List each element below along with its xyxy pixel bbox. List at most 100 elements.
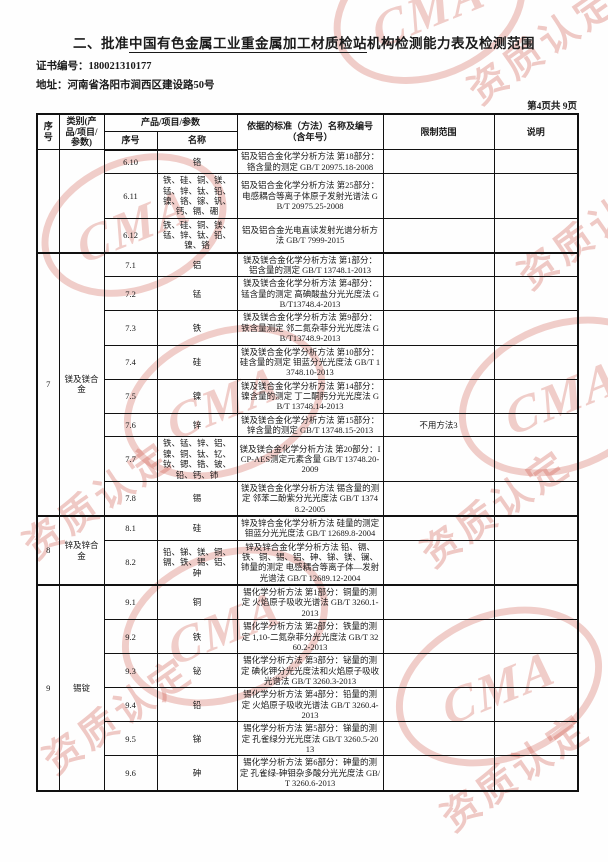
certificate-number-label: 证书编号： <box>36 61 89 72</box>
cell-item-no: 6.10 <box>103 149 158 175</box>
cell-limit-range <box>382 653 495 689</box>
table-row: 9.3 铋锡化学分析方法 第3部分：铋量的测定 碘化钾分光光度法和火焰原子吸收光谱… <box>37 653 579 689</box>
cell-item-no: 7.3 <box>103 310 158 346</box>
cell-item-name: 铁 <box>156 619 238 655</box>
cell-item-name: 锡 <box>156 480 238 517</box>
cell-standard: 锡化学分析方法 第1部分：铜量的测定 火焰原子吸收光谱法 GB/T 3260.1… <box>236 584 384 621</box>
cell-note <box>493 721 579 757</box>
col-header-limit: 限制范围 <box>382 113 495 151</box>
cell-standard: 镁及镁合金化学分析方法 第4部分：锰含量的测定 高碘酸盐分光光度法 GB/T13… <box>236 276 384 312</box>
cell-note <box>493 584 579 621</box>
table-row: 7.2 锰镁及镁合金化学分析方法 第4部分：锰含量的测定 高碘酸盐分光光度法 GB… <box>37 276 579 312</box>
cell-item-no: 7.1 <box>103 251 158 278</box>
cell-note <box>493 149 579 175</box>
cell-limit-range <box>382 539 495 586</box>
col-header-sub-seq: 序号 <box>103 131 158 151</box>
table-row: 7.5 镍镁及镁合金化学分析方法 第14部分：镍含量的测定 丁二酮肟分光光度法 G… <box>37 378 579 414</box>
cell-standard: 镁及镁合金化学分析方法 第10部分：硅含量的测定 钼蓝分光光度法 GB/T 13… <box>236 344 384 380</box>
cell-item-name: 铅 <box>156 687 238 723</box>
cell-item-name: 铁、锰、锌、铝、镍、铜、钛、钇、钕、锶、锆、铍、铅、钙、铈 <box>156 436 238 482</box>
table-row: 7.7 铁、锰、锌、铝、镍、铜、钛、钇、钕、锶、锆、铍、铅、钙、铈 镁及镁合金化学分… <box>37 436 579 482</box>
cell-item-name: 铁、硅、铜、镁、锰、锌、钛、铅、镍、铬 <box>156 217 238 254</box>
cell-limit-range <box>382 276 495 312</box>
table-row: 7.4 硅镁及镁合金化学分析方法 第10部分：硅含量的测定 钼蓝分光光度法 GB/… <box>37 344 579 380</box>
cell-limit-range <box>382 251 495 278</box>
cell-standard: 铝及铝合金光电直读发射光谱分析方法 GB/T 7999-2015 <box>236 217 384 254</box>
capability-table: 序号 类别(产品/项目/参数) 产品/项目/参数 依据的标准（方法）名称及编号（… <box>36 112 580 792</box>
cell-item-name: 铅、锑、镁、铜、镉、铁、锡、铝、砷 <box>156 539 238 586</box>
cell-limit-range <box>382 480 495 517</box>
cell-item-name: 铁 <box>156 310 238 346</box>
table-row: 9.6 砷锡化学分析方法 第6部分：砷量的测定 孔雀绿-砷钼杂多酸分光光度法 GB… <box>37 755 579 792</box>
cell-note <box>493 217 579 254</box>
cell-note <box>493 173 579 219</box>
table-row: 7.3 铁镁及镁合金化学分析方法 第9部分：铁含量测定 邻二氮杂菲分光光度法 GB… <box>37 310 579 346</box>
cell-item-name: 锰 <box>156 276 238 312</box>
cell-limit-range <box>382 378 495 414</box>
cell-note <box>493 412 579 438</box>
page-title: 二、批准中国有色金属工业重金属加工材质检站机构检测能力表及检测范围 <box>0 0 608 53</box>
cell-item-no: 7.5 <box>103 378 158 414</box>
cell-item-name: 锑 <box>156 721 238 757</box>
cell-item-name: 铝 <box>156 251 238 278</box>
cell-item-no: 7.2 <box>103 276 158 312</box>
table-row: 7.8 锡镁及镁合金化学分析方法 锡含量的测定 邻苯二酚紫分光光度法 GB/T 1… <box>37 480 579 517</box>
cell-limit-range <box>382 687 495 723</box>
cell-standard: 铝及铝合金化学分析方法 第18部分：铬含量的测定 GB/T 20975.18-2… <box>236 149 384 175</box>
table-row: 9.5 锑锡化学分析方法 第5部分：锑量的测定 孔雀绿分光光度法 GB/T 326… <box>37 721 579 757</box>
cell-standard: 镁及镁合金化学分析方法 第20部分：ICP-AES测定元素含量 GB/T 137… <box>236 436 384 482</box>
cell-group-category: 锌及锌合金 <box>58 514 105 586</box>
title-suffix: 机构检测能力表及检测范围 <box>367 36 535 51</box>
address-value: 河南省洛阳市涧西区建设路50号 <box>67 80 215 92</box>
col-header-sub-name: 名称 <box>156 131 238 151</box>
title-org-name-underlined: 中国有色金属工业重金属加工材质检站 <box>129 36 367 53</box>
page-number-indicator: 第4页共 9页 <box>527 101 577 112</box>
cell-item-no: 9.4 <box>103 687 158 723</box>
address-line: 地址：河南省洛阳市涧西区建设路50号 <box>36 78 608 94</box>
cell-item-no: 9.1 <box>103 584 158 621</box>
cell-standard: 镁及镁合金化学分析方法 第9部分：铁含量测定 邻二氮杂菲分光光度法 GB/T13… <box>236 310 384 346</box>
certificate-number-value: 180021310177 <box>88 61 152 72</box>
cell-limit-range <box>382 721 495 757</box>
cell-note <box>493 344 579 380</box>
cell-item-no: 7.4 <box>103 344 158 380</box>
cell-note <box>493 755 579 792</box>
cell-item-no: 6.12 <box>103 217 158 254</box>
certificate-number-line: 证书编号：180021310177 <box>36 59 608 75</box>
address-label: 地址： <box>36 80 68 92</box>
cell-limit-range <box>382 217 495 254</box>
cell-item-no: 9.2 <box>103 619 158 655</box>
table-body: 6.10 铬铝及铝合金化学分析方法 第18部分：铬含量的测定 GB/T 20975… <box>36 149 579 792</box>
cell-limit-range <box>382 755 495 792</box>
table-row: 8.2 铅、锑、镁、铜、镉、铁、锡、铝、砷 锌及锌合金化学分析方法 铅、镉、铁、铜、… <box>37 539 579 586</box>
cell-item-name: 砷 <box>156 755 238 792</box>
col-header-seq: 序号 <box>36 113 60 151</box>
cell-note <box>493 436 579 482</box>
cell-group-category: 镁及镁合金 <box>58 251 105 517</box>
cell-limit-range <box>382 619 495 655</box>
cell-limit-range <box>382 584 495 621</box>
cell-limit-range <box>382 344 495 380</box>
cell-limit-range <box>382 149 495 175</box>
cell-item-no: 9.6 <box>103 755 158 792</box>
cell-item-name: 硅 <box>156 344 238 380</box>
cell-limit-range <box>382 436 495 482</box>
cell-standard: 镁及镁合金化学分析方法 第14部分：镍含量的测定 丁二酮肟分光光度法 GB/T … <box>236 378 384 414</box>
cell-group-category <box>58 149 105 254</box>
table-row: 7.6 锌镁及镁合金化学分析方法 第15部分：锌含量的测定 GB/T 13748.… <box>37 412 579 438</box>
table-row: 9.4 铅锡化学分析方法 第4部分：铅量的测定 火焰原子吸收光谱法 GB/T 32… <box>37 687 579 723</box>
cell-note <box>493 251 579 278</box>
col-header-note: 说明 <box>493 113 579 151</box>
cell-standard: 锌及锌合金化学分析方法 硅量的测定 钼蓝分光光度法 GB/T 12689.8-2… <box>236 514 384 541</box>
cell-limit-range <box>382 173 495 219</box>
cell-note <box>493 619 579 655</box>
cell-item-name: 锌 <box>156 412 238 438</box>
cell-item-name: 铬 <box>156 149 238 175</box>
cell-note <box>493 378 579 414</box>
cell-standard: 锡化学分析方法 第2部分：铁量的测定 1,10-二氮杂菲分光光度法 GB/T 3… <box>236 619 384 655</box>
cell-note <box>493 310 579 346</box>
table-row: 8 锌及锌合金 8.1 硅锌及锌合金化学分析方法 硅量的测定 钼蓝分光光度法 GB/T… <box>36 514 579 586</box>
table-row: 6.11 铁、硅、铜、镁、锰、锌、钛、铅、镍、铬、镓、钒、钙、镉、硼 铝及铝合金化学… <box>37 173 579 219</box>
cell-group-category: 锡锭 <box>58 584 105 792</box>
